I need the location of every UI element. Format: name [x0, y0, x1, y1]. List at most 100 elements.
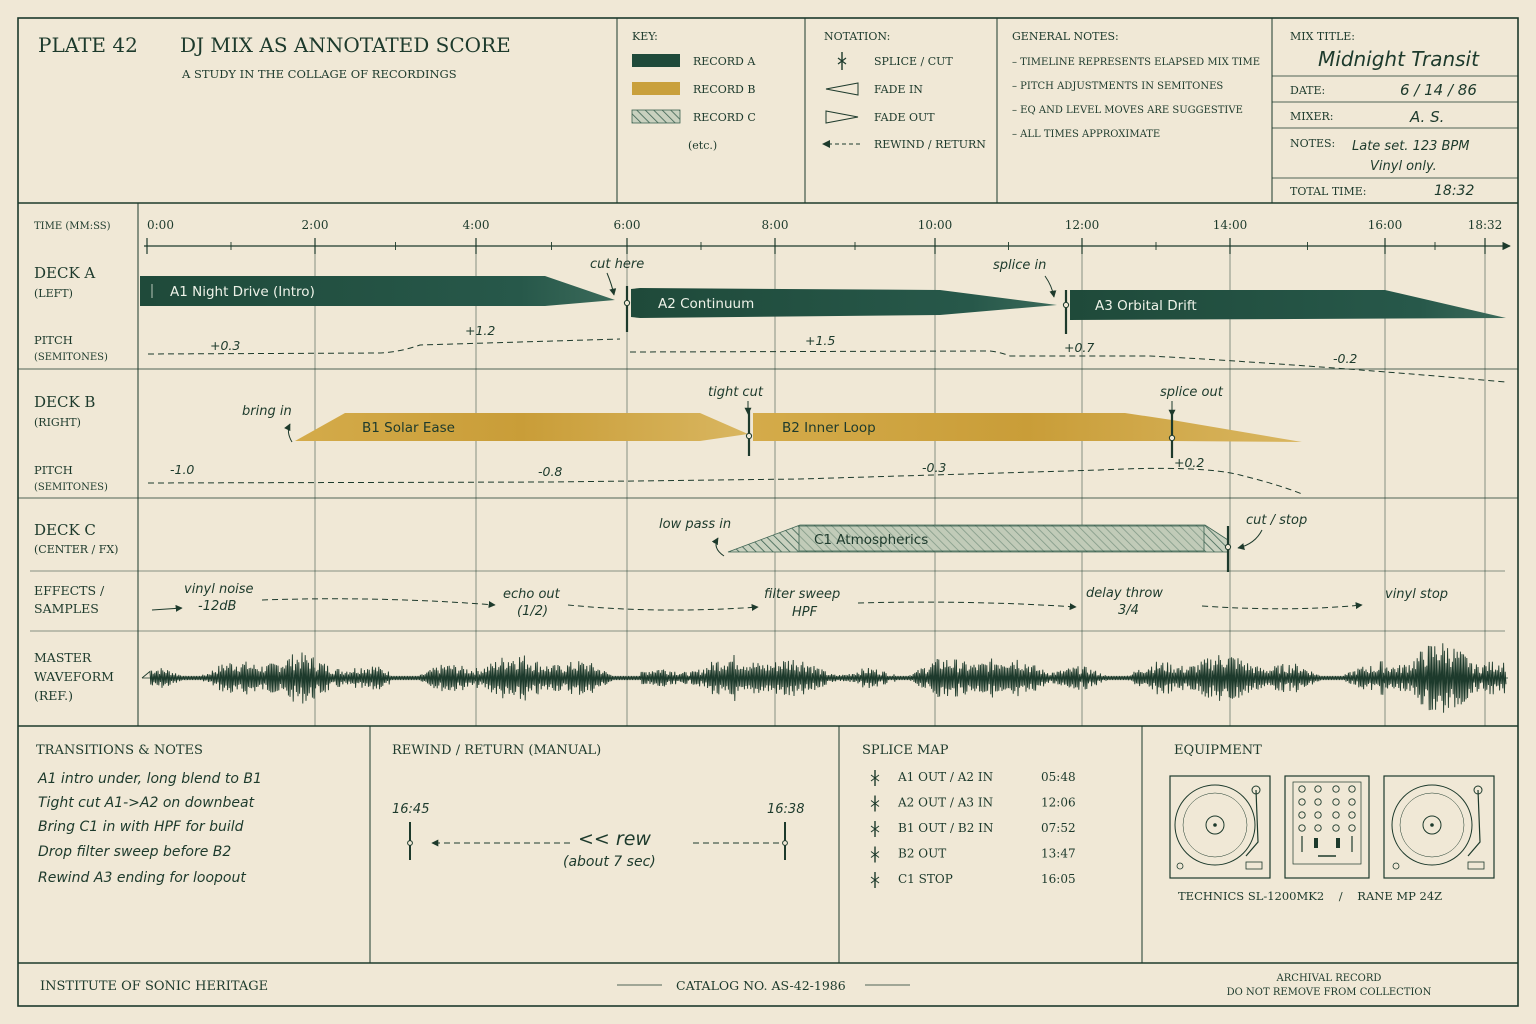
time-tick-label: 6:00: [614, 218, 641, 232]
time-tick-label: 8:00: [762, 218, 789, 232]
track-a3-label: A3 Orbital Drift: [1095, 298, 1197, 314]
rewind-duration: (about 7 sec): [563, 854, 656, 870]
mixer-knob: [1314, 785, 1322, 793]
score-grid: TIME (MM:SS) 0:00 2:00 4:00 6:00 8:00 10:00 12…: [18, 203, 1518, 727]
splice-map-item: C1 STOP 16:05: [870, 872, 1076, 888]
mixer-label: MIXER:: [1290, 110, 1333, 123]
mixer-knob: [1298, 785, 1306, 793]
total-time: 18:32: [1434, 183, 1474, 199]
notes-line: Vinyl only.: [1370, 159, 1437, 174]
annotation-tight-cut: tight cut: [708, 385, 764, 400]
rewind-to: 16:38: [767, 802, 804, 817]
equipment-heading: EQUIPMENT: [1174, 743, 1262, 758]
effect-label: filter sweep: [764, 587, 840, 602]
pitch-a-label: PITCH: [34, 333, 73, 347]
deck-b-sub: (RIGHT): [34, 416, 81, 429]
rewind-label: << rew: [578, 828, 651, 850]
rewind-arrow-icon: [822, 140, 862, 148]
mixer-knob: [1348, 798, 1356, 806]
track-a2: [631, 288, 1057, 318]
general-note: – PITCH ADJUSTMENTS IN SEMITONES: [1012, 81, 1223, 92]
deck-a-sub: (LEFT): [34, 287, 73, 300]
pitch-a-lane: +0.3 +1.2 +1.5 +0.7 -0.2: [147, 323, 1507, 383]
time-tick-label: 12:00: [1065, 218, 1100, 232]
effect-label: HPF: [792, 605, 818, 620]
splice-map-item: B2 OUT 13:47: [870, 846, 1076, 863]
notation-splice: SPLICE / CUT: [874, 55, 953, 68]
fade-in-icon: [825, 82, 859, 96]
splice-mark-b1-b2: [745, 408, 753, 456]
footer-catalog: CATALOG NO. AS-42-1986: [676, 978, 846, 993]
time-tick-labels: 0:00 2:00 4:00 6:00 8:00 10:00 12:00 14:00 16:00…: [147, 218, 1502, 232]
splice-map-label: B2 OUT: [898, 847, 946, 861]
mixer-knob: [1298, 798, 1306, 806]
pitch-a-value: +0.7: [1064, 340, 1094, 355]
time-tick-label: 18:32: [1468, 218, 1503, 232]
time-tick-label: 4:00: [463, 218, 490, 232]
master-label: WAVEFORM: [34, 669, 114, 684]
time-tick-label: 10:00: [918, 218, 953, 232]
turntable-right-icon: [1383, 775, 1495, 879]
notes-line: Late set. 123 BPM: [1352, 139, 1470, 154]
mixer-knob: [1348, 811, 1356, 819]
time-ticks: [146, 238, 1486, 254]
splice-map-item: A1 OUT / A2 IN 05:48: [870, 770, 1076, 786]
mixer-knob: [1298, 824, 1306, 832]
record-a-swatch: [632, 54, 680, 67]
annotation-bring-in: bring in: [242, 404, 292, 419]
deck-a-label: DECK A: [34, 264, 95, 282]
splice-map-label: A1 OUT / A2 IN: [897, 770, 993, 784]
splice-mark-b2-out: [1168, 413, 1176, 458]
time-axis-label: TIME (MM:SS): [34, 221, 111, 232]
sheet-frame: [17, 17, 1519, 1007]
pitch-b-sub: (SEMITONES): [34, 482, 108, 493]
key-record-a: RECORD A: [693, 55, 756, 68]
effects-label: EFFECTS /: [34, 583, 105, 598]
annotation-low-pass-in: low pass in: [659, 517, 731, 532]
pitch-b-value: -0.8: [538, 464, 562, 479]
notation-fade-in: FADE IN: [874, 83, 923, 96]
transition-note: Rewind A3 ending for loopout: [38, 870, 246, 886]
effects-label: SAMPLES: [34, 601, 99, 616]
splice-icon: [837, 52, 847, 70]
mixer-knob: [1332, 811, 1340, 819]
pitch-b-value: +0.2: [1174, 455, 1204, 470]
effect-label: (1/2): [517, 604, 548, 619]
key-etc: (etc.): [688, 139, 717, 152]
transition-note: Tight cut A1->A2 on downbeat: [38, 795, 255, 811]
transitions-heading: TRANSITIONS & NOTES: [36, 743, 203, 758]
key-record-b: RECORD B: [693, 83, 755, 96]
general-note: – ALL TIMES APPROXIMATE: [1012, 129, 1160, 140]
pitch-a-sub: (SEMITONES): [34, 352, 108, 363]
mix-title-label: MIX TITLE:: [1290, 30, 1355, 43]
page-title: DJ MIX AS ANNOTATED SCORE: [180, 33, 511, 57]
mixer-knob: [1314, 798, 1322, 806]
track-b2-label: B2 Inner Loop: [782, 420, 876, 436]
mixer-knob: [1332, 824, 1340, 832]
mixer-knob: [1332, 785, 1340, 793]
time-gridlines: [314, 240, 1486, 726]
rewind-from: 16:45: [392, 802, 429, 817]
splice-map-list: A1 OUT / A2 IN 05:48 A2 OUT / A3 IN 12:06 B1…: [870, 770, 1076, 888]
pitch-b-label: PITCH: [34, 463, 73, 477]
key-record-c: RECORD C: [693, 111, 756, 124]
pitch-b-lane: -1.0 -0.8 -0.3 +0.2: [147, 455, 1303, 495]
splice-map-time: 05:48: [1041, 770, 1076, 784]
mixer-knob: [1314, 811, 1322, 819]
mixer-knob: [1348, 785, 1356, 793]
pitch-b-value: -1.0: [170, 462, 194, 477]
splice-mark-a1-a2: [623, 286, 631, 332]
splice-mark-c1-stop: [1224, 526, 1232, 572]
splice-map-time: 16:05: [1041, 872, 1076, 886]
annotation-splice-out: splice out: [1160, 385, 1224, 400]
master-label: (REF.): [34, 688, 73, 703]
fade-out-icon: [825, 110, 859, 124]
track-a1-label: A1 Night Drive (Intro): [170, 284, 315, 300]
rewind-heading: REWIND / RETURN (MANUAL): [392, 743, 601, 758]
notation-heading: NOTATION:: [824, 30, 890, 43]
splice-mark-a2-a3: [1062, 290, 1070, 334]
deck-c-sub: (CENTER / FX): [34, 543, 118, 556]
time-tick-label: 14:00: [1213, 218, 1248, 232]
transition-note: Bring C1 in with HPF for build: [38, 819, 244, 835]
track-c1-label: C1 Atmospherics: [814, 532, 928, 548]
